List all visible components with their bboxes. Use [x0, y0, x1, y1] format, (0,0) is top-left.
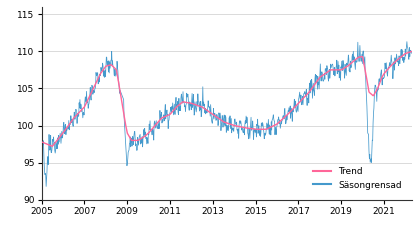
- Legend: Trend, Säsongrensad: Trend, Säsongrensad: [311, 165, 404, 191]
